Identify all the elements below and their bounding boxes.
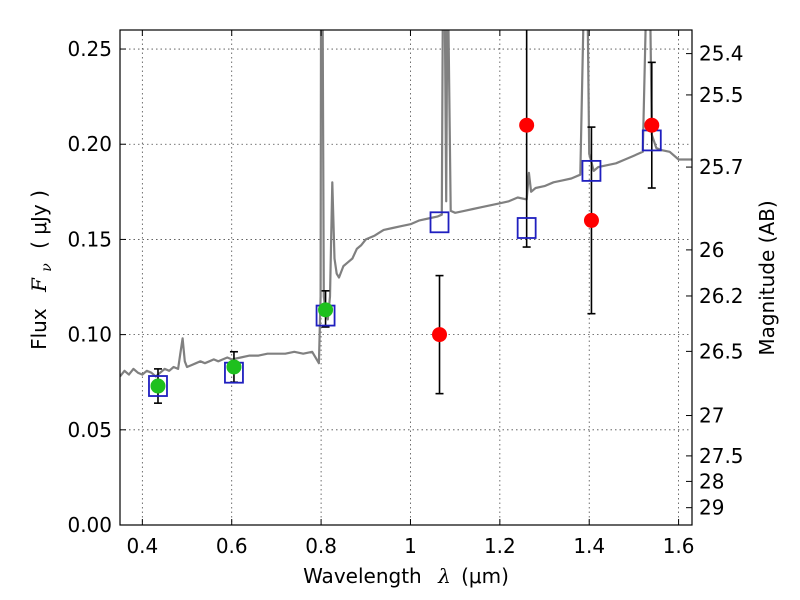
y2-tick-label: 28 [699,469,724,493]
y-axis-label-subscript: ν [39,263,55,272]
y2-tick-label: 27 [699,404,724,428]
red-point-marker [583,212,599,228]
y-tick-label: 0.10 [67,323,112,347]
tick-layer: 0.4 0.6 0.8 1 1.2 1.4 1.6 0.00 0.05 0.10 0.15 0.20 0… [67,30,744,558]
grid-lines [120,30,692,525]
y-tick-label: 0.15 [67,227,112,251]
green-point-marker [226,359,242,375]
y-axis-label-unit: ( μJy ) [27,190,51,249]
x-tick-label: 1 [404,534,417,558]
y-tick-label: 0.05 [67,418,112,442]
x-axis-label-unit: (μm) [461,564,509,588]
y2-tick-label: 29 [699,496,724,520]
red-point-marker [519,117,535,133]
y2-tick-label: 26 [699,238,724,262]
y-tick-label: 0.20 [67,132,112,156]
green-point-marker [150,378,166,394]
x-tick-label: 0.8 [305,534,337,558]
y2-axis-label: Magnitude (AB) [755,200,779,355]
model-square-marker [429,211,450,234]
model-square-marker [516,217,537,239]
y-axis-label: Flux F ν ( μJy ) [27,190,56,350]
x-tick-label: 0.4 [126,534,158,558]
red-point-marker [644,117,660,133]
y-axis-label-symbol: F [27,277,51,293]
x-axis-label-symbol: λ [437,564,451,588]
x-tick-label: 1.4 [573,534,605,558]
y-tick-label: 0.00 [67,513,112,537]
y2-tick-label: 27.5 [699,444,744,468]
y-tick-label: 0.25 [67,37,112,61]
x-tick-label: 0.6 [216,534,248,558]
y2-tick-label: 26.5 [699,339,744,363]
plot-frame [119,29,693,526]
x-tick-label: 1.2 [484,534,516,558]
y-axis-label-prefix: Flux [27,308,51,350]
y2-tick-label: 25.5 [699,83,744,107]
y2-tick-label: 26.2 [699,284,744,308]
x-tick-label: 1.6 [663,534,695,558]
model-square-marker [581,159,602,182]
spectrum-line [120,30,692,378]
red-point-marker [432,327,448,343]
x-axis-label: Wavelength λ (μm) [303,564,509,588]
data-layer [120,30,692,378]
x-axis-label-prefix: Wavelength [303,564,422,588]
green-point-marker [318,302,334,318]
plot-background [120,30,692,525]
y2-tick-label: 25.4 [699,42,744,66]
error-bar-layer [148,30,662,404]
y2-tick-label: 25.7 [699,155,744,179]
model-square-marker [148,375,168,397]
